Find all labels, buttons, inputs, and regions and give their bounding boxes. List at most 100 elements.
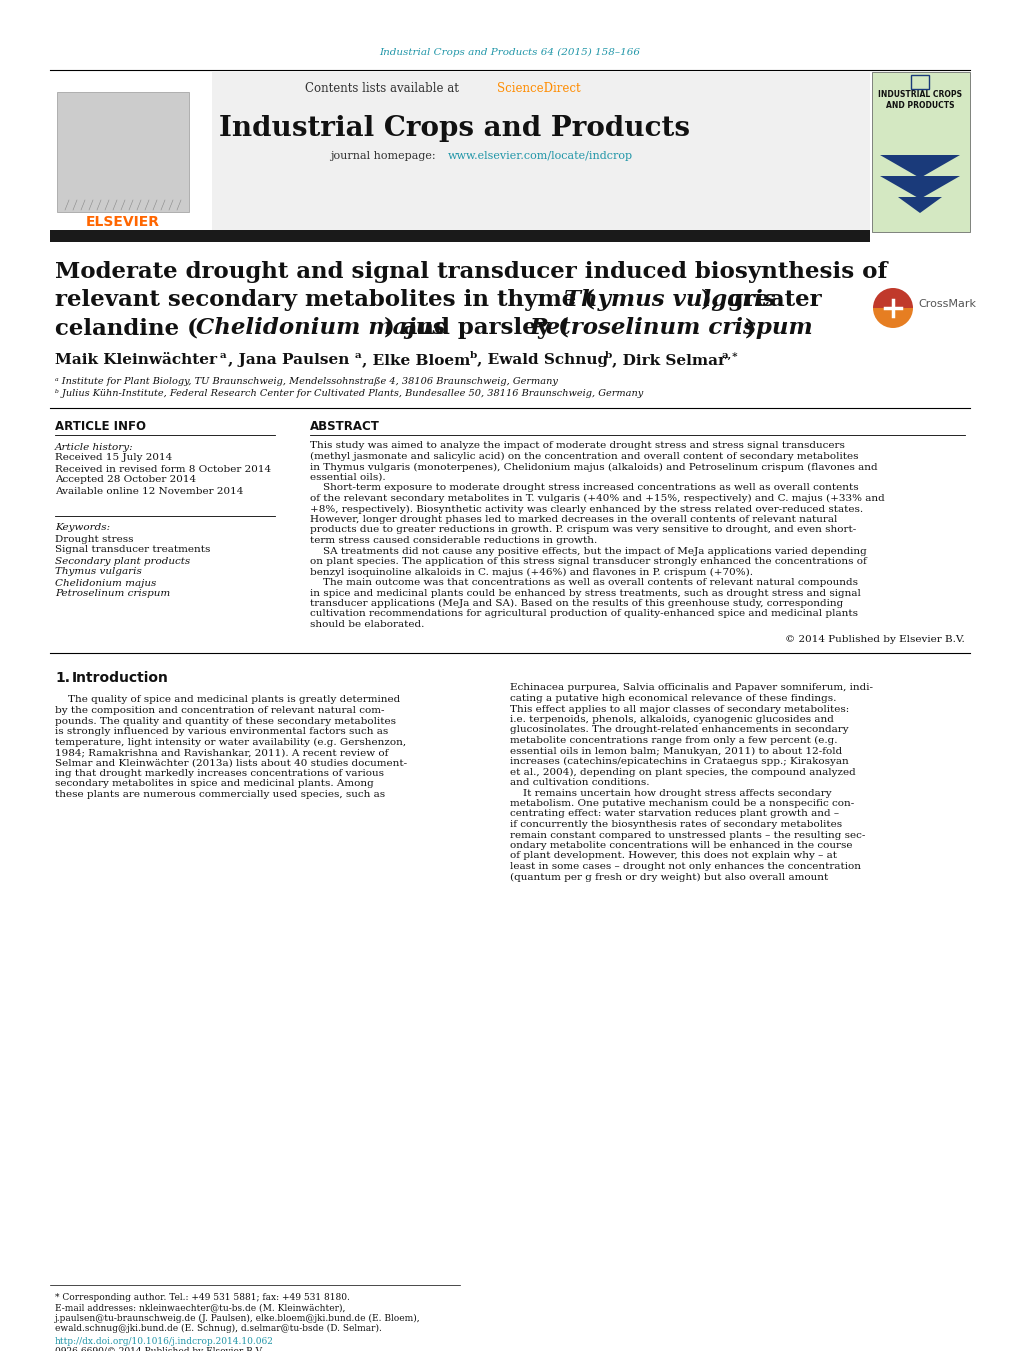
- Text: ABSTRACT: ABSTRACT: [310, 420, 379, 434]
- Text: cating a putative high economical relevance of these findings.: cating a putative high economical releva…: [510, 694, 836, 703]
- Text: Introduction: Introduction: [72, 671, 169, 685]
- Text: a: a: [355, 350, 362, 359]
- Text: Secondary plant products: Secondary plant products: [55, 557, 191, 566]
- Text: E-mail addresses: nkleinwaechter@tu-bs.de (M. Kleinwächter),: E-mail addresses: nkleinwaechter@tu-bs.d…: [55, 1304, 345, 1313]
- Text: ondary metabolite concentrations will be enhanced in the course: ondary metabolite concentrations will be…: [510, 842, 852, 850]
- Text: secondary metabolites in spice and medicinal plants. Among: secondary metabolites in spice and medic…: [55, 780, 373, 789]
- Text: ), greater: ), greater: [700, 289, 821, 311]
- Text: a: a: [220, 350, 226, 359]
- Text: b: b: [470, 350, 477, 359]
- Text: ELSEVIER: ELSEVIER: [86, 215, 160, 230]
- Text: centrating effect: water starvation reduces plant growth and –: centrating effect: water starvation redu…: [510, 809, 839, 819]
- Text: Short-term exposure to moderate drought stress increased concentrations as well : Short-term exposure to moderate drought …: [310, 484, 858, 493]
- Text: relevant secondary metabolites in thyme (: relevant secondary metabolites in thyme …: [55, 289, 594, 311]
- Text: Accepted 28 October 2014: Accepted 28 October 2014: [55, 476, 196, 485]
- Text: ScienceDirect: ScienceDirect: [496, 81, 580, 95]
- Text: SA treatments did not cause any positive effects, but the impact of MeJa applica: SA treatments did not cause any positive…: [310, 547, 866, 555]
- Text: temperature, light intensity or water availability (e.g. Gershenzon,: temperature, light intensity or water av…: [55, 738, 406, 747]
- Text: celandine (: celandine (: [55, 317, 198, 339]
- Text: transducer applications (MeJa and SA). Based on the results of this greenhouse s: transducer applications (MeJa and SA). B…: [310, 598, 843, 608]
- Text: cultivation recommendations for agricultural production of quality-enhanced spic: cultivation recommendations for agricult…: [310, 609, 857, 619]
- Text: ARTICLE INFO: ARTICLE INFO: [55, 420, 146, 434]
- Text: should be elaborated.: should be elaborated.: [310, 620, 424, 630]
- Text: metabolism. One putative mechanism could be a nonspecific con-: metabolism. One putative mechanism could…: [510, 798, 854, 808]
- Text: +8%, respectively). Biosynthetic activity was clearly enhanced by the stress rel: +8%, respectively). Biosynthetic activit…: [310, 504, 862, 513]
- Text: Received 15 July 2014: Received 15 July 2014: [55, 454, 172, 462]
- Text: if concurrently the biosynthesis rates of secondary metabolites: if concurrently the biosynthesis rates o…: [510, 820, 842, 830]
- Text: Industrial Crops and Products: Industrial Crops and Products: [219, 115, 690, 142]
- Text: , Dirk Selmar: , Dirk Selmar: [611, 353, 726, 367]
- Text: This effect applies to all major classes of secondary metabolites:: This effect applies to all major classes…: [510, 704, 849, 713]
- Text: of plant development. However, this does not explain why – at: of plant development. However, this does…: [510, 851, 837, 861]
- Text: and cultivation conditions.: and cultivation conditions.: [510, 778, 649, 788]
- Text: on plant species. The application of this stress signal transducer strongly enha: on plant species. The application of thi…: [310, 557, 866, 566]
- Text: http://dx.doi.org/10.1016/j.indcrop.2014.10.062: http://dx.doi.org/10.1016/j.indcrop.2014…: [55, 1336, 274, 1346]
- Text: remain constant compared to unstressed plants – the resulting sec-: remain constant compared to unstressed p…: [510, 831, 864, 839]
- Wedge shape: [872, 288, 912, 308]
- Polygon shape: [879, 176, 959, 199]
- Bar: [50, 72, 212, 232]
- Text: , Jana Paulsen: , Jana Paulsen: [228, 353, 350, 367]
- Text: of the relevant secondary metabolites in T. vulgaris (+40% and +15%, respectivel: of the relevant secondary metabolites in…: [310, 494, 883, 503]
- Text: Received in revised form 8 October 2014: Received in revised form 8 October 2014: [55, 465, 271, 473]
- Text: 1.: 1.: [55, 671, 70, 685]
- Text: © 2014 Published by Elsevier B.V.: © 2014 Published by Elsevier B.V.: [785, 635, 964, 643]
- Text: (quantum per g fresh or dry weight) but also overall amount: (quantum per g fresh or dry weight) but …: [510, 873, 827, 882]
- Text: However, longer drought phases led to marked decreases in the overall contents o: However, longer drought phases led to ma…: [310, 515, 837, 524]
- Text: , Ewald Schnug: , Ewald Schnug: [477, 353, 607, 367]
- Text: is strongly influenced by various environmental factors such as: is strongly influenced by various enviro…: [55, 727, 388, 736]
- Text: ewald.schnug@jki.bund.de (E. Schnug), d.selmar@tu-bsde (D. Selmar).: ewald.schnug@jki.bund.de (E. Schnug), d.…: [55, 1324, 381, 1332]
- Text: a,∗: a,∗: [721, 350, 739, 359]
- Text: metabolite concentrations range from only a few percent (e.g.: metabolite concentrations range from onl…: [510, 736, 837, 744]
- Text: Petroselinum crispum: Petroselinum crispum: [55, 589, 170, 598]
- Bar: [50, 72, 869, 232]
- Text: * Corresponding author. Tel.: +49 531 5881; fax: +49 531 8180.: * Corresponding author. Tel.: +49 531 58…: [55, 1293, 350, 1301]
- Text: in Thymus vulgaris (monoterpenes), Chelidonium majus (alkaloids) and Petroselinu: in Thymus vulgaris (monoterpenes), Cheli…: [310, 462, 876, 471]
- Polygon shape: [879, 155, 959, 178]
- Text: (methyl jasmonate and salicylic acid) on the concentration and overall content o: (methyl jasmonate and salicylic acid) on…: [310, 453, 858, 461]
- Text: these plants are numerous commercially used species, such as: these plants are numerous commercially u…: [55, 790, 385, 798]
- Bar: [50, 230, 869, 242]
- Text: in spice and medicinal plants could be enhanced by stress treatments, such as dr: in spice and medicinal plants could be e…: [310, 589, 860, 597]
- Text: least in some cases – drought not only enhances the concentration: least in some cases – drought not only e…: [510, 862, 860, 871]
- Text: et al., 2004), depending on plant species, the compound analyzed: et al., 2004), depending on plant specie…: [510, 767, 855, 777]
- Bar: [910, 76, 928, 89]
- Text: ing that drought markedly increases concentrations of various: ing that drought markedly increases conc…: [55, 769, 383, 778]
- Text: Selmar and Kleinwächter (2013a) lists about 40 studies document-: Selmar and Kleinwächter (2013a) lists ab…: [55, 758, 407, 767]
- Text: , Elke Bloem: , Elke Bloem: [362, 353, 470, 367]
- Text: b: b: [604, 350, 611, 359]
- Text: ): ): [744, 317, 755, 339]
- Text: i.e. terpenoids, phenols, alkaloids, cyanogenic glucosides and: i.e. terpenoids, phenols, alkaloids, cya…: [510, 715, 834, 724]
- Text: benzyl isoquinoline alkaloids in C. majus (+46%) and flavones in P. crispum (+70: benzyl isoquinoline alkaloids in C. maju…: [310, 567, 752, 577]
- Text: by the composition and concentration of relevant natural com-: by the composition and concentration of …: [55, 707, 384, 715]
- Text: 0926-6690/© 2014 Published by Elsevier B.V.: 0926-6690/© 2014 Published by Elsevier B…: [55, 1347, 263, 1351]
- Bar: [871, 72, 969, 232]
- Text: Chelidonium majus: Chelidonium majus: [55, 578, 156, 588]
- Text: Industrial Crops and Products 64 (2015) 158–166: Industrial Crops and Products 64 (2015) …: [379, 47, 640, 57]
- Text: Echinacea purpurea, Salvia officinalis and Papaver somniferum, indi-: Echinacea purpurea, Salvia officinalis a…: [510, 684, 872, 693]
- Text: j.paulsen@tu-braunschweig.de (J. Paulsen), elke.bloem@jki.bund.de (E. Bloem),: j.paulsen@tu-braunschweig.de (J. Paulsen…: [55, 1313, 420, 1323]
- Text: pounds. The quality and quantity of these secondary metabolites: pounds. The quality and quantity of thes…: [55, 716, 395, 725]
- Polygon shape: [897, 197, 942, 213]
- Text: Thymus vulgaris: Thymus vulgaris: [564, 289, 775, 311]
- Text: Thymus vulgaris: Thymus vulgaris: [55, 567, 142, 577]
- Text: essential oils).: essential oils).: [310, 473, 385, 482]
- Text: Drought stress: Drought stress: [55, 535, 133, 543]
- Text: products due to greater reductions in growth. P. crispum was very sensitive to d: products due to greater reductions in gr…: [310, 526, 855, 535]
- Text: www.elsevier.com/locate/indcrop: www.elsevier.com/locate/indcrop: [447, 151, 633, 161]
- Text: The main outcome was that concentrations as well as overall contents of relevant: The main outcome was that concentrations…: [310, 578, 857, 586]
- Text: Maik Kleinwächter: Maik Kleinwächter: [55, 353, 217, 367]
- Text: Keywords:: Keywords:: [55, 523, 110, 531]
- Text: Signal transducer treatments: Signal transducer treatments: [55, 546, 210, 554]
- Text: increases (catechins/epicatechins in Crataegus spp.; Kirakosyan: increases (catechins/epicatechins in Cra…: [510, 757, 848, 766]
- Text: Article history:: Article history:: [55, 443, 133, 451]
- Text: glucosinolates. The drought-related enhancements in secondary: glucosinolates. The drought-related enha…: [510, 725, 848, 735]
- Text: Chelidonium majus: Chelidonium majus: [196, 317, 445, 339]
- Text: 1984; Ramakrishna and Ravishankar, 2011). A recent review of: 1984; Ramakrishna and Ravishankar, 2011)…: [55, 748, 388, 757]
- Text: essential oils in lemon balm; Manukyan, 2011) to about 12-fold: essential oils in lemon balm; Manukyan, …: [510, 747, 842, 755]
- Text: Contents lists available at: Contents lists available at: [305, 81, 463, 95]
- Text: The quality of spice and medicinal plants is greatly determined: The quality of spice and medicinal plant…: [55, 696, 399, 704]
- Text: journal homepage:: journal homepage:: [330, 151, 439, 161]
- Bar: [57, 92, 189, 212]
- Text: This study was aimed to analyze the impact of moderate drought stress and stress: This study was aimed to analyze the impa…: [310, 442, 844, 450]
